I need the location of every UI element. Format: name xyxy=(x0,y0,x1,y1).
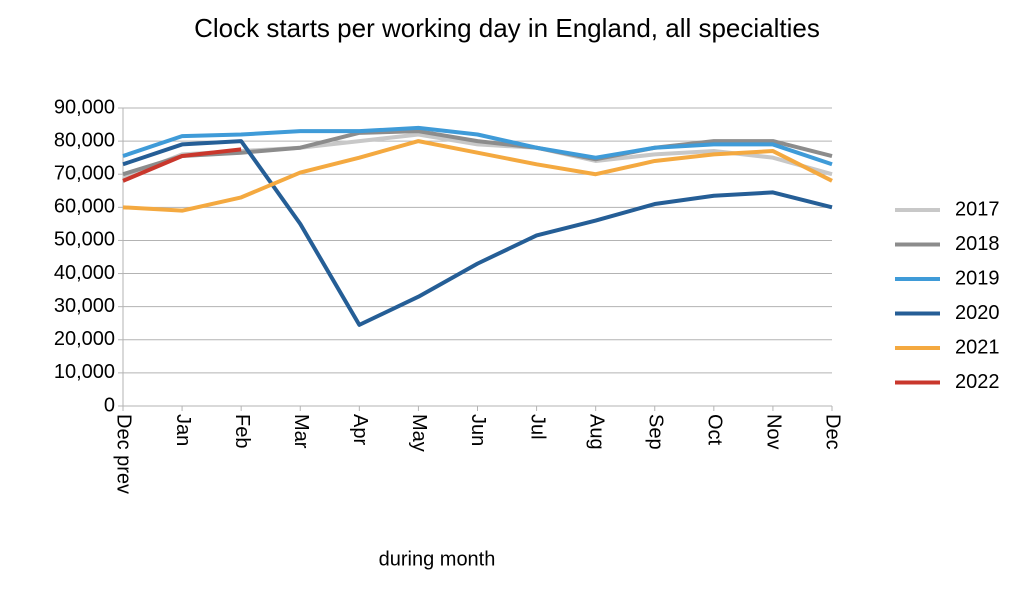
x-tick-label: May xyxy=(408,414,430,452)
x-axis-title: during month xyxy=(379,548,496,570)
x-tick-label: Aug xyxy=(585,414,607,450)
x-tick-label: Mar xyxy=(290,414,312,449)
y-tick-label: 20,000 xyxy=(54,328,115,350)
y-tick-label: 40,000 xyxy=(54,262,115,284)
series-line xyxy=(122,125,833,167)
x-tick-label: Jun xyxy=(467,414,489,446)
y-tick-label: 80,000 xyxy=(54,129,115,151)
legend-label: 2022 xyxy=(955,371,1000,393)
x-tick-label: Oct xyxy=(704,414,726,446)
x-tick-label: Nov xyxy=(763,414,785,450)
legend-label: 2021 xyxy=(955,336,1000,358)
legend-label: 2020 xyxy=(955,302,1000,324)
y-tick-label: 10,000 xyxy=(54,361,115,383)
legend-label: 2018 xyxy=(955,233,1000,255)
x-tick-label: Sep xyxy=(644,414,666,450)
series-line xyxy=(122,139,833,213)
series-line xyxy=(122,139,833,327)
y-tick-label: 70,000 xyxy=(54,163,115,185)
x-tick-label: Feb xyxy=(231,414,253,448)
x-tick-label: Jul xyxy=(526,414,548,440)
y-tick-label: 60,000 xyxy=(54,196,115,218)
x-tick-label: Jan xyxy=(172,414,194,446)
x-tick-label: Dec xyxy=(822,414,844,450)
legend-label: 2019 xyxy=(955,267,1000,289)
y-tick-label: 0 xyxy=(104,394,115,416)
y-tick-label: 50,000 xyxy=(54,229,115,251)
y-tick-label: 30,000 xyxy=(54,295,115,317)
x-tick-label: Dec prev xyxy=(113,414,135,494)
legend-label: 2017 xyxy=(955,198,1000,220)
series-line xyxy=(122,147,242,183)
y-tick-label: 90,000 xyxy=(54,96,115,118)
series-line xyxy=(122,129,833,177)
x-tick-label: Apr xyxy=(349,414,371,445)
chart-title: Clock starts per working day in England,… xyxy=(194,13,820,43)
